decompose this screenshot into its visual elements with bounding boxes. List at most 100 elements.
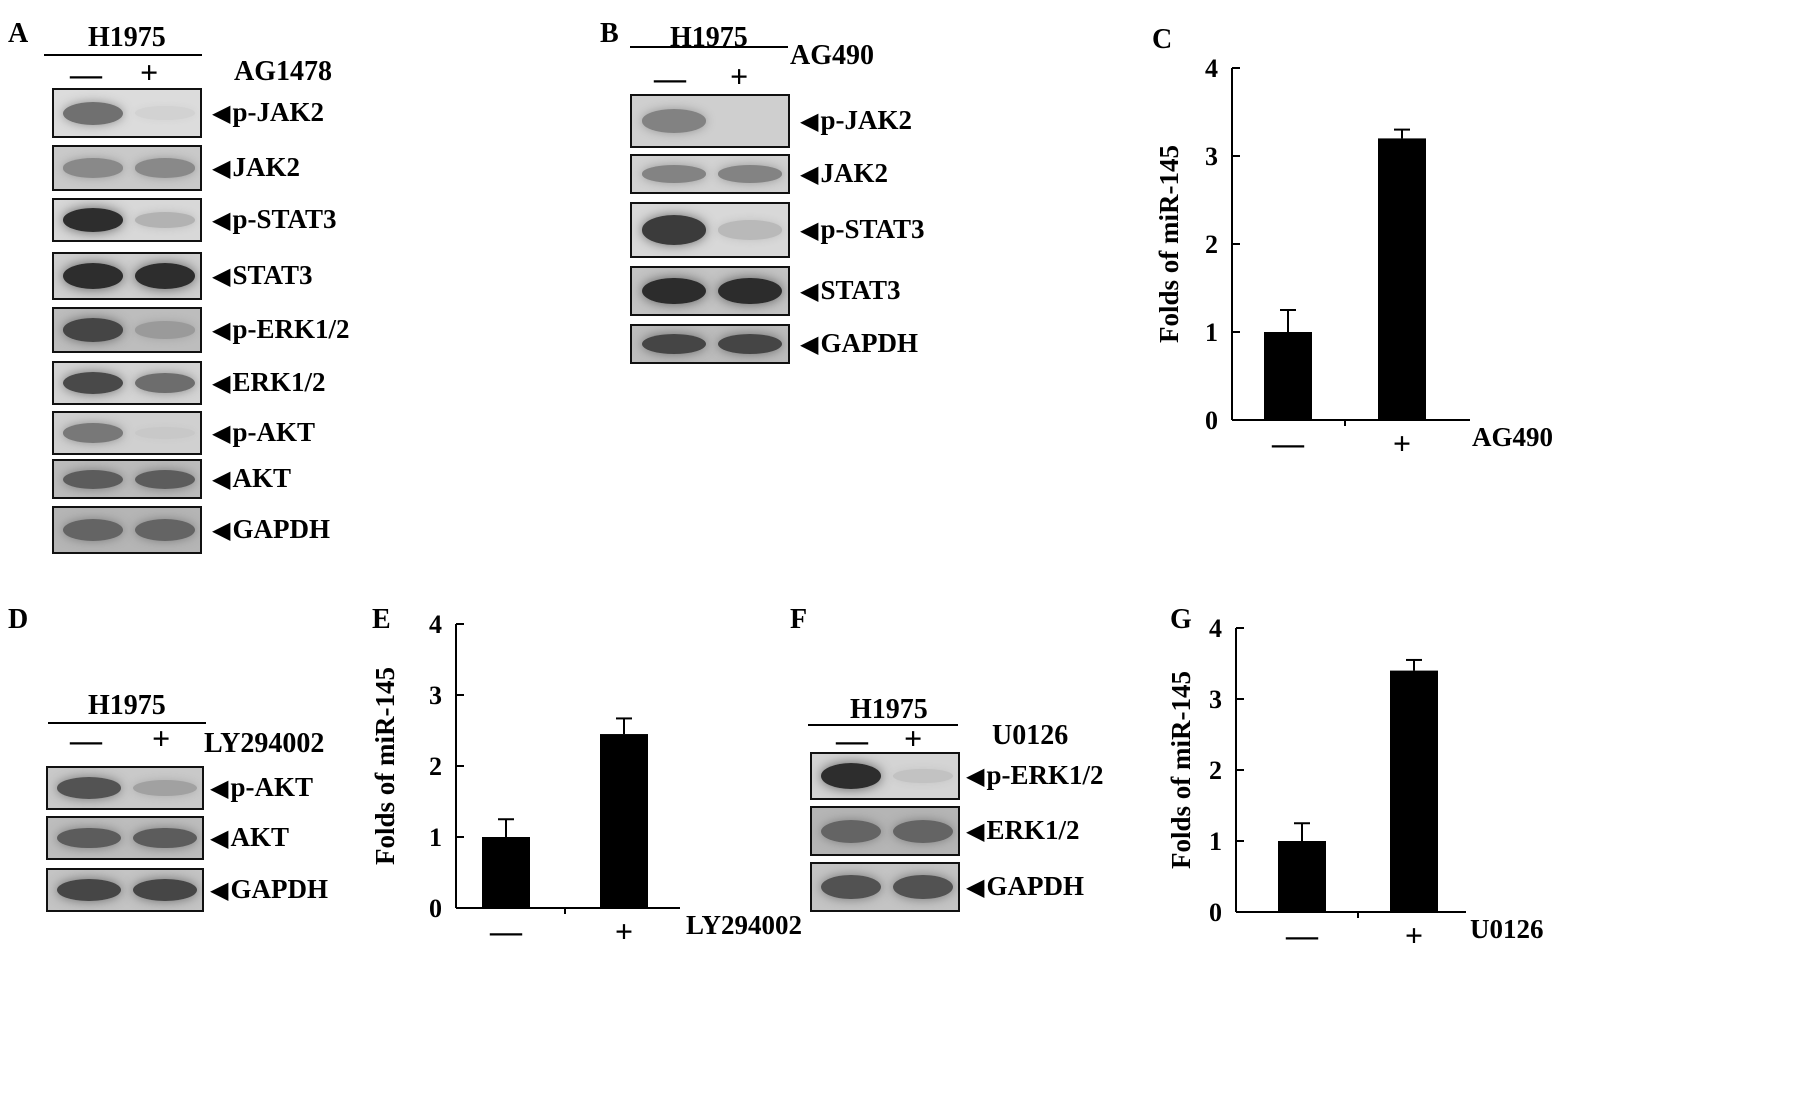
blot-band — [63, 263, 123, 289]
blot-band — [821, 819, 881, 843]
protein-label: ◀p-ERK1/2 — [212, 314, 350, 344]
protein-name: STAT3 — [232, 260, 313, 290]
blot-akt — [52, 459, 202, 499]
blot-band — [135, 518, 195, 542]
arrow-left-icon: ◀ — [966, 819, 985, 845]
arrow-left-icon: ◀ — [212, 208, 231, 234]
y-axis-label: Folds of miR-145 — [1154, 145, 1184, 343]
blot-band — [893, 819, 953, 843]
protein-label: ◀p-AKT — [210, 774, 313, 802]
blot-band — [57, 777, 121, 799]
treatment-label: U0126 — [1470, 914, 1544, 944]
blot-band — [641, 215, 706, 245]
arrow-left-icon: ◀ — [212, 518, 231, 544]
arrow-left-icon: ◀ — [210, 878, 229, 904]
blot-band — [641, 165, 706, 183]
panel-label-c: C — [1152, 24, 1173, 55]
blot-p-akt — [52, 411, 202, 455]
y-tick-label: 3 — [1209, 685, 1222, 714]
blot-stat3 — [52, 252, 202, 300]
cell-line-label: H1975 — [88, 22, 166, 53]
protein-name: STAT3 — [820, 275, 901, 305]
blot-p-erk1-2 — [810, 752, 960, 800]
bar — [1390, 670, 1438, 912]
blot-band — [135, 426, 195, 440]
protein-name: p-ERK1/2 — [986, 760, 1104, 790]
arrow-left-icon: ◀ — [966, 875, 985, 901]
protein-label: ◀ERK1/2 — [212, 369, 325, 397]
y-axis-label: Folds of miR-145 — [370, 667, 400, 865]
protein-name: JAK2 — [820, 158, 888, 188]
protein-label: ◀p-JAK2 — [800, 107, 912, 135]
category-label: + — [1405, 917, 1423, 950]
blot-band — [893, 874, 953, 900]
y-tick-label: 1 — [1209, 827, 1222, 856]
blot-band — [893, 768, 953, 784]
arrow-left-icon: ◀ — [212, 264, 231, 290]
blot-p-jak2 — [630, 94, 790, 148]
protein-name: p-ERK1/2 — [232, 314, 350, 344]
y-tick-label: 3 — [1205, 142, 1218, 171]
bar — [600, 734, 648, 908]
y-tick-label: 2 — [429, 752, 442, 781]
panel-label-d: D — [8, 604, 29, 635]
panel-label-e: E — [372, 604, 391, 635]
panel-label-g: G — [1170, 604, 1192, 635]
blot-p-akt — [46, 766, 204, 810]
arrow-left-icon: ◀ — [800, 162, 819, 188]
panel-label-b: B — [600, 18, 619, 49]
arrow-left-icon: ◀ — [800, 332, 819, 358]
cell-line-label: H1975 — [850, 694, 928, 725]
bar-chart-g: 0 1 2 3 4 Folds of miR-145 — + U0126 — [1168, 614, 1544, 950]
blot-band — [63, 208, 123, 232]
arrow-left-icon: ◀ — [210, 826, 229, 852]
protein-label: ◀AKT — [210, 824, 289, 852]
blot-band — [63, 469, 123, 489]
blot-band — [133, 827, 197, 849]
blot-p-jak2 — [52, 88, 202, 138]
blot-band — [133, 878, 197, 902]
protein-label: ◀p-ERK1/2 — [966, 760, 1104, 790]
blot-band — [135, 372, 195, 394]
arrow-left-icon: ◀ — [800, 218, 819, 244]
protein-name: p-STAT3 — [232, 204, 337, 234]
blot-band — [135, 105, 195, 121]
treatment-label: AG1478 — [234, 56, 332, 87]
arrow-left-icon: ◀ — [212, 421, 231, 447]
protein-name: GAPDH — [230, 874, 328, 904]
lane-plus-label: + — [904, 720, 923, 756]
arrow-left-icon: ◀ — [800, 279, 819, 305]
panel-label-f: F — [790, 604, 808, 635]
lane-minus-label: — — [654, 60, 686, 96]
blot-p-stat3 — [630, 202, 790, 258]
arrow-left-icon: ◀ — [212, 371, 231, 397]
y-tick-label: 0 — [429, 894, 442, 923]
y-axis-label: Folds of miR-145 — [1168, 671, 1196, 869]
protein-label: ◀p-STAT3 — [800, 216, 925, 244]
blot-band — [57, 878, 121, 902]
protein-label: ◀GAPDH — [210, 874, 328, 904]
lane-plus-label: + — [730, 58, 749, 94]
blot-band — [57, 827, 121, 849]
category-label: + — [1393, 425, 1411, 461]
blot-band — [135, 212, 195, 228]
bar — [1278, 841, 1326, 912]
protein-label: ◀p-AKT — [212, 417, 315, 447]
cell-line-underline — [44, 54, 202, 56]
blot-band — [718, 165, 783, 183]
blot-band — [63, 158, 123, 178]
y-tick-label: 4 — [1209, 614, 1222, 643]
protein-name: p-AKT — [232, 417, 315, 447]
y-tick-label: 2 — [1205, 230, 1218, 259]
blot-band — [135, 263, 195, 289]
bar-chart-e: 0 1 2 3 4 Folds of miR-145 — + LY294002 — [370, 610, 802, 949]
lane-minus-label: — — [70, 56, 102, 92]
treatment-label: AG490 — [790, 40, 874, 71]
bar — [1264, 332, 1312, 420]
treatment-label: LY294002 — [686, 910, 802, 940]
blot-gapdh — [630, 324, 790, 364]
blot-gapdh — [52, 506, 202, 554]
blot-erk1-2 — [52, 361, 202, 405]
treatment-label: LY294002 — [204, 728, 325, 759]
y-tick-label: 4 — [429, 610, 442, 639]
